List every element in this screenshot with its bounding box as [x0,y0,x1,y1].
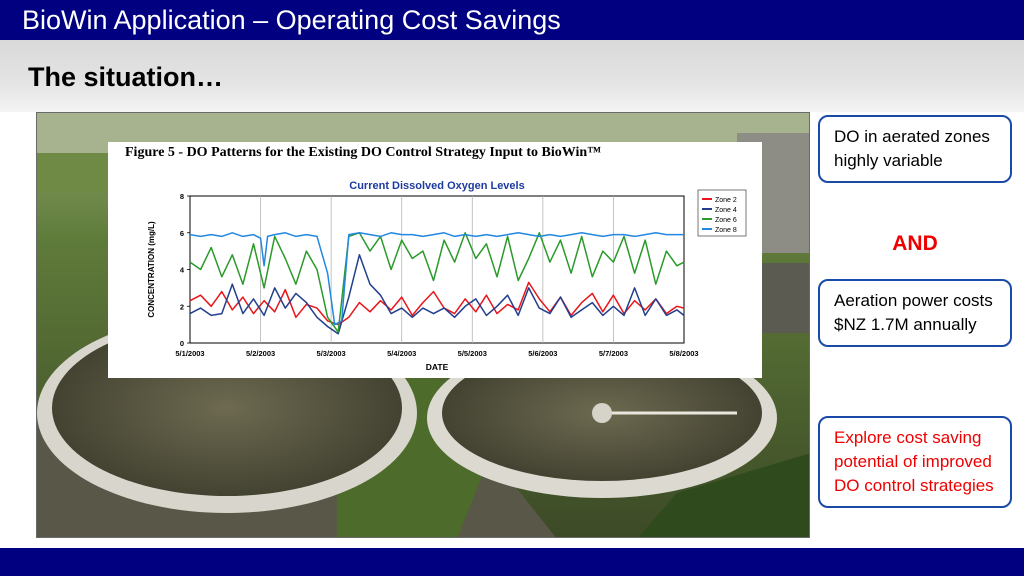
y-tick-label: 6 [180,229,184,238]
title-bar: BioWin Application – Operating Cost Savi… [0,0,1024,40]
slide-title: BioWin Application – Operating Cost Savi… [22,5,561,35]
slide-subtitle: The situation… [28,62,223,92]
and-connector: AND [892,232,938,255]
chart-title: Current Dissolved Oxygen Levels [349,180,524,192]
subtitle-band: The situation… [0,40,1024,112]
callout-explore-savings: Explore cost saving potential of improve… [818,416,1012,508]
figure-caption: Figure 5 - DO Patterns for the Existing … [125,145,602,160]
x-axis-label: DATE [426,362,449,372]
legend-label: Zone 4 [715,207,737,214]
legend-label: Zone 2 [715,197,737,204]
x-tick-label: 5/1/2003 [175,349,204,358]
legend-label: Zone 6 [715,217,737,224]
y-tick-label: 2 [180,302,184,311]
x-tick-label: 5/5/2003 [458,349,487,358]
x-tick-label: 5/3/2003 [317,349,346,358]
callout-aeration-cost: Aeration power costs $NZ 1.7M annually [818,279,1012,347]
series-line-zone-4 [189,254,685,335]
x-tick-label: 5/2/2003 [246,349,275,358]
x-tick-label: 5/4/2003 [387,349,416,358]
do-chart-figure: Figure 5 - DO Patterns for the Existing … [108,142,762,378]
y-axis-label: CONCENTRATION (mg/L) [147,221,156,318]
y-tick-label: 8 [180,192,184,201]
footer-bar [0,548,1024,576]
legend-label: Zone 8 [715,227,737,234]
y-tick-label: 0 [180,339,184,348]
series-line-zone-8 [189,232,684,326]
do-line-chart: Current Dissolved Oxygen Levels 5/1/2003 5… [147,180,747,372]
x-tick-label: 5/8/2003 [669,349,698,358]
callout-do-variable: DO in aerated zones highly variable [818,115,1012,183]
x-tick-label: 5/6/2003 [528,349,557,358]
x-tick-label: 5/7/2003 [599,349,628,358]
series-line-zone-2 [189,281,685,326]
series-line-zone-6 [189,232,685,333]
y-tick-label: 4 [180,266,185,275]
